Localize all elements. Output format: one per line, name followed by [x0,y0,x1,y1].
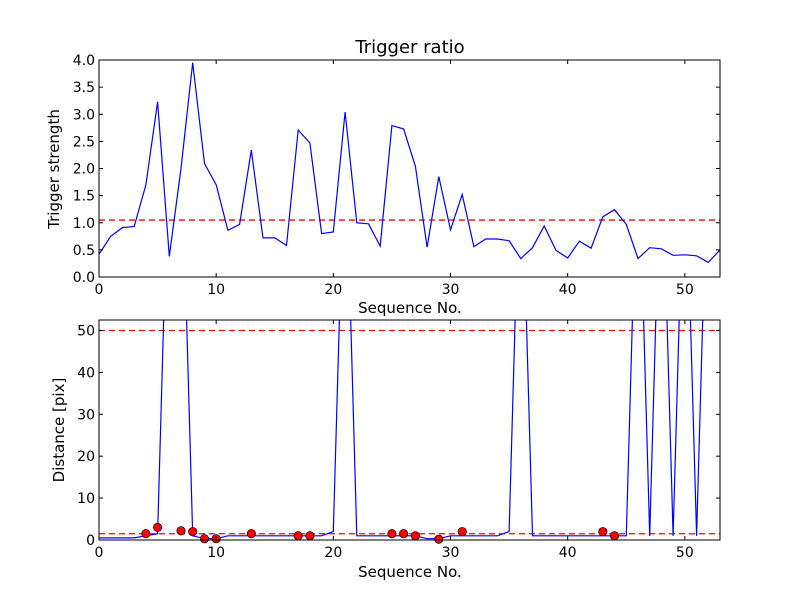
axes-frame [98,319,721,541]
plot-area [99,62,720,264]
distance-chart: Sequence No. Distance [pix] 0 10 20 30 40 50 0… [50,319,721,581]
x-tick-label: 40 [559,545,577,561]
data-point [387,529,397,539]
y-axis-label: Distance [pix] [50,378,68,483]
y-tick-label: 20 [77,449,95,465]
trigger-ratio-chart: Trigger ratio Sequence No. Trigger stren… [45,37,721,317]
x-tick-label: 0 [95,545,104,561]
x-tick-label: 50 [676,545,694,561]
plot-area [99,320,720,540]
data-point [457,527,467,537]
data-point [598,527,608,537]
data-point [188,527,198,537]
data-point [293,531,303,541]
x-axis-label: Sequence No. [358,299,462,317]
x-tick-label: 30 [442,545,460,561]
x-tick-label: 10 [207,282,225,298]
data-point [141,529,151,539]
data-point [609,531,620,541]
data-point [246,529,256,539]
chart-title: Trigger ratio [354,37,464,58]
x-tick-label: 10 [207,545,225,561]
y-tick-label: 10 [77,491,95,507]
axes-frame [98,59,721,278]
x-tick-label: 20 [324,545,342,561]
y-tick-label: 3.0 [73,107,95,123]
data-point [434,534,444,544]
data-point [399,529,409,539]
y-tick-label: 0 [86,533,95,549]
series-line-0 [99,62,720,264]
y-tick-label: 30 [77,407,95,423]
data-point [410,531,420,541]
x-tick-label: 0 [95,282,104,298]
x-tick-label: 30 [442,282,460,298]
y-tick-label: 4.0 [73,53,95,69]
data-point [176,526,186,536]
data-point [305,531,315,541]
data-point [199,534,210,544]
y-tick-label: 2.5 [73,134,95,150]
y-tick-label: 40 [77,365,95,381]
data-point [153,522,163,532]
y-tick-label: 2.0 [73,162,95,178]
x-tick-label: 20 [324,282,342,298]
y-tick-label: 0.5 [73,243,95,259]
x-tick-label: 40 [559,282,577,298]
y-tick-label: 1.5 [73,189,95,205]
y-tick-label: 0.0 [73,270,95,286]
y-tick-label: 50 [77,323,95,339]
y-axis-label: Trigger strength [45,109,63,230]
y-tick-label: 3.5 [73,80,95,96]
x-tick-label: 50 [676,282,694,298]
x-axis-label: Sequence No. [358,563,462,581]
y-tick-label: 1.0 [73,216,95,232]
